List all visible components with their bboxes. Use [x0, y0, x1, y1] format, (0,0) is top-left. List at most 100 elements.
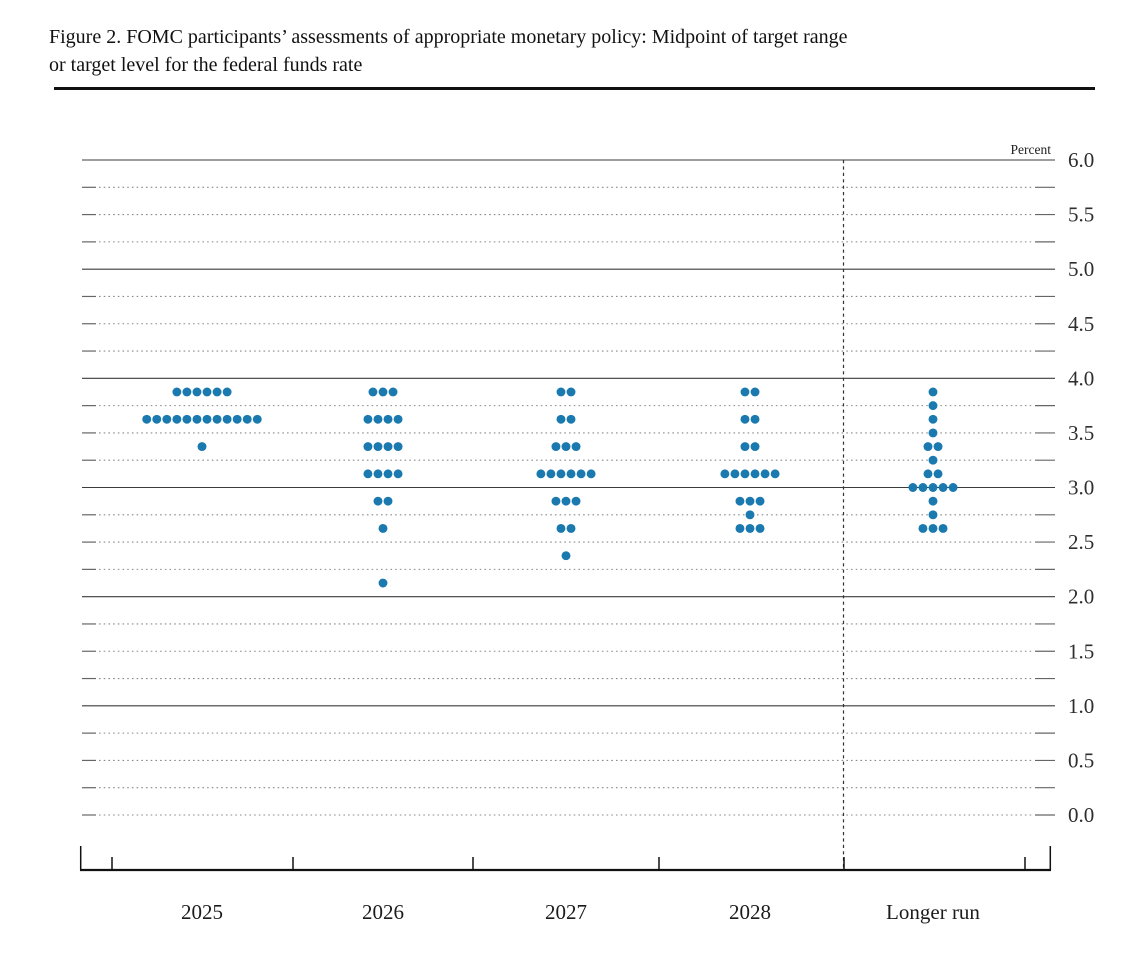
- dot: [172, 414, 182, 424]
- dot: [363, 469, 373, 479]
- y-tick-label: 1.5: [1068, 639, 1094, 663]
- dot: [576, 469, 586, 479]
- dot: [546, 469, 556, 479]
- dot: [928, 414, 938, 424]
- dot: [740, 442, 750, 452]
- y-tick-label: 2.0: [1068, 585, 1094, 609]
- dot: [368, 387, 378, 397]
- dot: [232, 414, 242, 424]
- dot: [745, 510, 755, 520]
- dot: [192, 387, 202, 397]
- dot: [561, 496, 571, 506]
- dot: [197, 442, 207, 452]
- dot: [182, 387, 192, 397]
- percent-unit-label: Percent: [1011, 142, 1052, 157]
- dot: [162, 414, 172, 424]
- figure-title-line2: or target level for the federal funds ra…: [49, 54, 363, 76]
- dot: [561, 551, 571, 561]
- dot: [928, 387, 938, 397]
- dot: [908, 483, 918, 492]
- dot: [750, 414, 760, 424]
- dot: [378, 387, 388, 397]
- dot: [393, 469, 403, 479]
- dot: [928, 455, 938, 465]
- dot: [242, 414, 252, 424]
- dot: [152, 414, 162, 424]
- y-tick-label: 3.5: [1068, 421, 1094, 445]
- dot: [536, 469, 546, 479]
- dot: [212, 414, 222, 424]
- dot: [720, 469, 730, 479]
- dot: [566, 469, 576, 479]
- dot: [750, 387, 760, 397]
- y-tick-label: 4.5: [1068, 312, 1094, 336]
- dot: [383, 414, 393, 424]
- dot: [222, 414, 232, 424]
- dot: [571, 442, 581, 452]
- dot: [566, 387, 576, 397]
- x-category-label: 2026: [362, 900, 404, 924]
- dot: [745, 523, 755, 533]
- dot: [383, 469, 393, 479]
- dot: [551, 496, 561, 506]
- dot: [928, 401, 938, 411]
- dot: [556, 387, 566, 397]
- dot: [393, 414, 403, 424]
- x-category-label: 2025: [181, 900, 223, 924]
- dot: [938, 523, 948, 533]
- dot: [561, 442, 571, 452]
- dot: [363, 442, 373, 452]
- y-tick-label: 5.5: [1068, 203, 1094, 227]
- dot: [373, 496, 383, 506]
- dot: [556, 523, 566, 533]
- dot: [586, 469, 596, 479]
- dot: [755, 496, 765, 506]
- y-tick-label: 4.0: [1068, 366, 1094, 390]
- dot: [202, 387, 212, 397]
- dot: [918, 523, 928, 533]
- dot: [923, 442, 933, 452]
- dot: [378, 578, 388, 588]
- dot: [740, 414, 750, 424]
- dot: [750, 469, 760, 479]
- dot: [938, 483, 948, 492]
- dot: [928, 523, 938, 533]
- dot: [556, 414, 566, 424]
- dot: [770, 469, 780, 479]
- dot: [745, 496, 755, 506]
- y-tick-label: 0.5: [1068, 748, 1094, 772]
- dot: [192, 414, 202, 424]
- title-divider-rule: [54, 87, 1095, 90]
- dot: [948, 483, 958, 492]
- dot: [252, 414, 262, 424]
- dot: [378, 523, 388, 533]
- y-tick-label: 5.0: [1068, 257, 1094, 281]
- dot: [735, 523, 745, 533]
- y-tick-label: 1.0: [1068, 694, 1094, 718]
- dot: [928, 483, 938, 492]
- dot: [556, 469, 566, 479]
- dot: [172, 387, 182, 397]
- y-tick-label: 6.0: [1068, 148, 1094, 172]
- y-tick-label: 3.0: [1068, 476, 1094, 500]
- dot: [740, 387, 750, 397]
- dot: [755, 523, 765, 533]
- dot: [383, 442, 393, 452]
- dot: [373, 414, 383, 424]
- dot: [566, 414, 576, 424]
- dot: [222, 387, 232, 397]
- dot: [730, 469, 740, 479]
- dot: [923, 469, 933, 479]
- dot: [363, 414, 373, 424]
- dot: [918, 483, 928, 492]
- dot: [142, 414, 152, 424]
- dot: [388, 387, 398, 397]
- dot: [373, 469, 383, 479]
- dot: [760, 469, 770, 479]
- x-category-label: 2027: [545, 900, 587, 924]
- dot: [566, 523, 576, 533]
- dot: [202, 414, 212, 424]
- x-category-label: Longer run: [886, 900, 980, 924]
